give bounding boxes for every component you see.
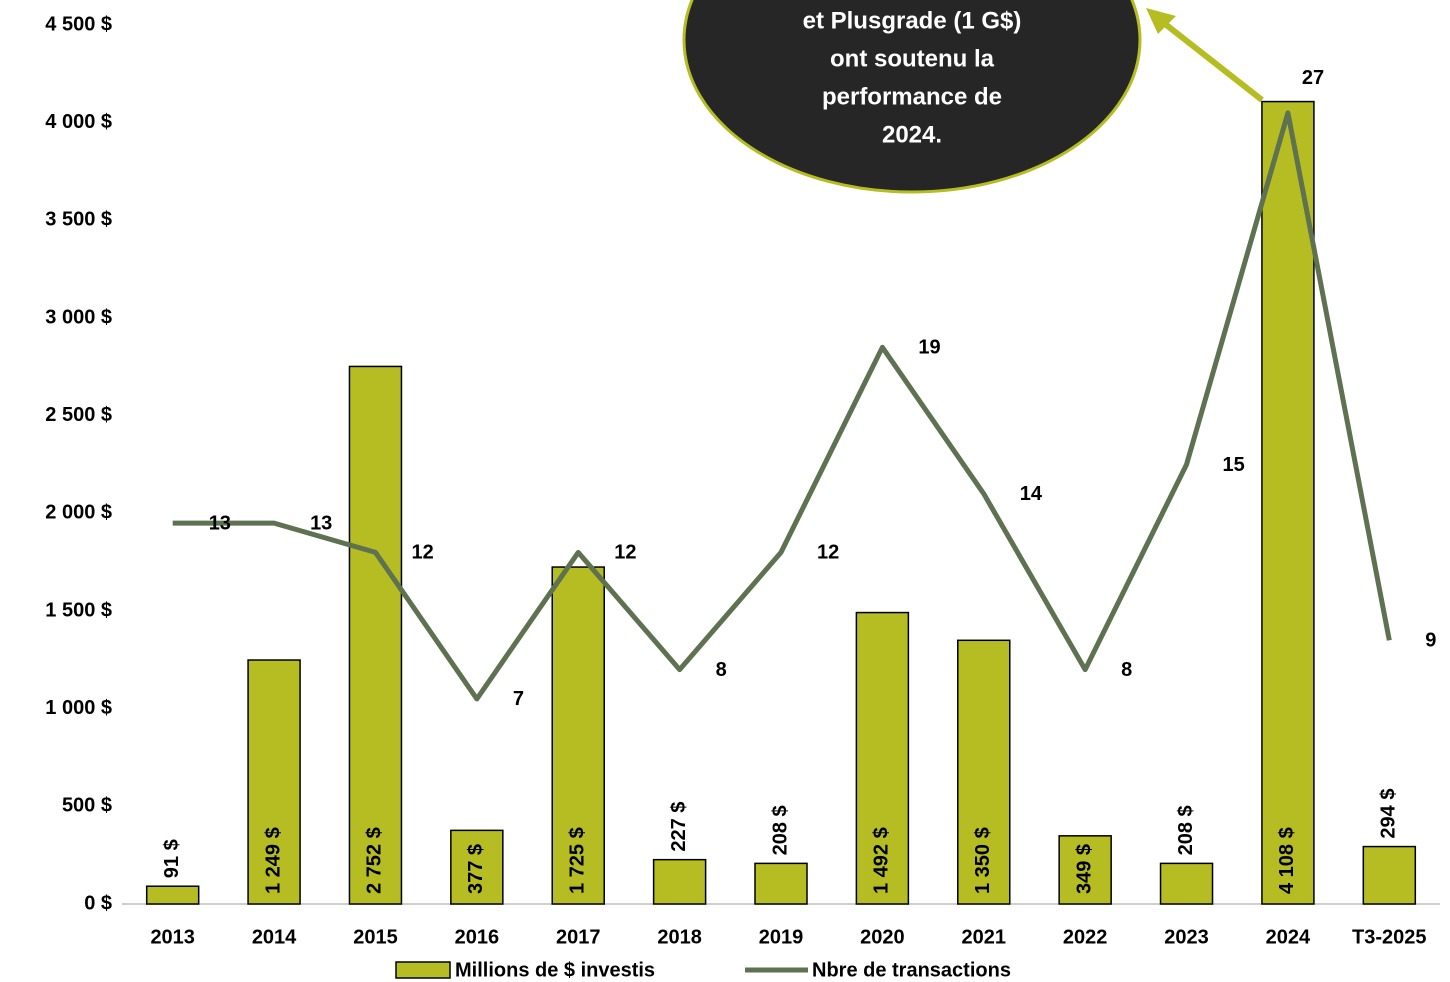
bar	[247, 659, 301, 905]
y-tick-label: 500 $	[62, 795, 112, 817]
bar-value-label: 1 725 $	[567, 827, 589, 894]
line	[172, 110, 1392, 702]
annotation-text: performance de	[822, 83, 1002, 110]
x-tick-label: T3-2025	[1352, 926, 1427, 948]
x-tick-label: 2014	[252, 926, 297, 948]
bar	[652, 858, 707, 905]
y-tick-label: 1 500 $	[45, 599, 112, 621]
line-value-label: 13	[209, 512, 231, 534]
bar-value-label: 294 $	[1378, 789, 1400, 839]
bar	[957, 639, 1011, 905]
line-value-label: 12	[614, 542, 636, 564]
x-tick-label: 2018	[657, 926, 702, 948]
bar-value-label: 349 $	[1073, 844, 1095, 894]
legend-swatch	[395, 961, 451, 979]
x-tick-label: 2021	[962, 926, 1007, 948]
line-value-label: 15	[1223, 454, 1245, 476]
line-value-label: 8	[716, 659, 727, 681]
bar-value-label: 91 $	[161, 839, 183, 878]
bar-value-label: 227 $	[668, 802, 690, 852]
y-tick-label: 3 500 $	[45, 209, 112, 231]
bar-value-label: 2 752 $	[364, 827, 386, 894]
x-tick-label: 2019	[759, 926, 804, 948]
line-value-label: 19	[918, 337, 940, 359]
y-tick-label: 0 $	[84, 892, 112, 914]
bar-value-label: 4 108 $	[1276, 827, 1298, 894]
x-tick-label: 2022	[1063, 926, 1108, 948]
line-value-label: 14	[1020, 483, 1043, 505]
bar	[754, 862, 808, 905]
y-tick-label: 3 000 $	[45, 306, 112, 328]
bar-value-label: 377 $	[465, 844, 487, 894]
y-tick-label: 2 000 $	[45, 502, 112, 524]
annotation-arrowhead	[1146, 8, 1176, 34]
x-tick-label: 2024	[1266, 926, 1311, 948]
bar	[855, 611, 910, 905]
bar	[1362, 845, 1417, 905]
line-value-label: 9	[1425, 630, 1436, 652]
bar-value-label: 1 350 $	[972, 827, 994, 894]
line-value-label: 7	[513, 688, 524, 710]
annotation-text: et Plusgrade (1 G$)	[803, 7, 1022, 34]
bar	[1058, 835, 1112, 905]
line-value-label: 12	[817, 542, 839, 564]
bar	[348, 365, 403, 905]
x-tick-label: 2016	[455, 926, 500, 948]
y-tick-label: 2 500 $	[45, 404, 112, 426]
bar	[1261, 100, 1315, 905]
bar-value-label: 1 492 $	[871, 827, 893, 894]
x-tick-label: 2020	[860, 926, 905, 948]
line-value-label: 12	[411, 542, 433, 564]
bar-value-label: 208 $	[1175, 805, 1197, 855]
bar	[1159, 862, 1214, 905]
annotation-bubble	[682, 0, 1142, 194]
annotation-text: ont soutenu la	[830, 45, 995, 72]
bar	[450, 829, 504, 905]
legend-label: Millions de $ investis	[455, 959, 655, 981]
x-tick-label: 2015	[353, 926, 398, 948]
line-value-label: 13	[310, 512, 332, 534]
y-tick-label: 1 000 $	[45, 697, 112, 719]
legend-label: Nbre de transactions	[812, 959, 1011, 981]
y-tick-label: 4 500 $	[45, 13, 112, 35]
line-value-label: 8	[1121, 659, 1132, 681]
x-tick-label: 2023	[1164, 926, 1209, 948]
annotation-arrow	[1158, 17, 1264, 103]
annotation-text: 2024.	[882, 121, 942, 148]
bar-value-label: 1 249 $	[262, 827, 284, 894]
bar	[551, 566, 605, 905]
y-tick-label: 4 000 $	[45, 111, 112, 133]
line-value-label: 27	[1302, 67, 1324, 89]
x-tick-label: 2017	[556, 926, 601, 948]
bar-value-label: 208 $	[769, 805, 791, 855]
x-tick-label: 2013	[150, 926, 195, 948]
bar	[145, 885, 200, 905]
